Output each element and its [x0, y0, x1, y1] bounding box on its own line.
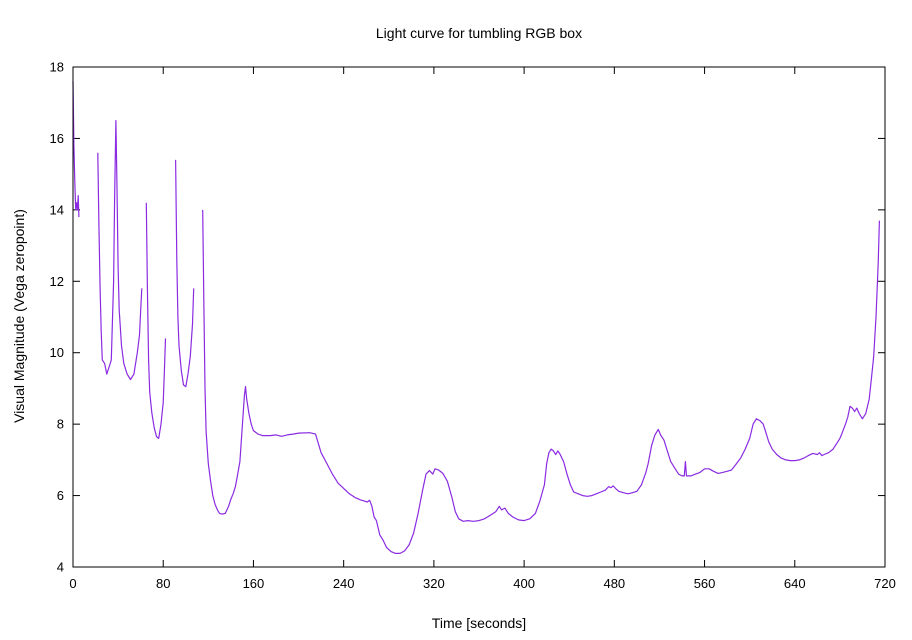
x-tick-label: 80	[156, 576, 170, 591]
x-tick-label: 720	[874, 576, 896, 591]
chart-title: Light curve for tumbling RGB box	[376, 25, 582, 41]
y-tick-label: 10	[50, 345, 64, 360]
x-axis-label: Time [seconds]	[432, 615, 526, 631]
y-tick-label: 18	[50, 60, 64, 75]
x-tick-label: 0	[69, 576, 76, 591]
plot-frame	[72, 66, 886, 568]
light-curve-line	[97, 120, 143, 381]
plot-series	[72, 81, 880, 554]
x-tick-label: 240	[333, 576, 355, 591]
x-tick-label: 480	[603, 576, 625, 591]
y-tick-label: 14	[50, 202, 64, 217]
x-tick-label: 400	[513, 576, 535, 591]
y-axis-label: Visual Magnitude (Vega zeropoint)	[11, 209, 27, 423]
light-curve-line	[175, 159, 195, 388]
x-tick-label: 320	[423, 576, 445, 591]
axis-ticks	[72, 66, 886, 568]
light-curve-line	[72, 81, 80, 218]
y-tick-label: 8	[57, 417, 64, 432]
y-tick-label: 12	[50, 274, 64, 289]
y-tick-label: 16	[50, 131, 64, 146]
y-tick-label: 4	[57, 560, 64, 575]
tick-labels: 0 80 160 240 320 400 480 560 640 720 4 6 8 10 12 14 16 18	[50, 60, 896, 592]
x-tick-label: 560	[694, 576, 716, 591]
light-curve-line	[202, 209, 880, 554]
x-tick-label: 640	[784, 576, 806, 591]
y-tick-label: 6	[57, 488, 64, 503]
x-tick-label: 160	[243, 576, 265, 591]
light-curve-line	[145, 202, 167, 439]
